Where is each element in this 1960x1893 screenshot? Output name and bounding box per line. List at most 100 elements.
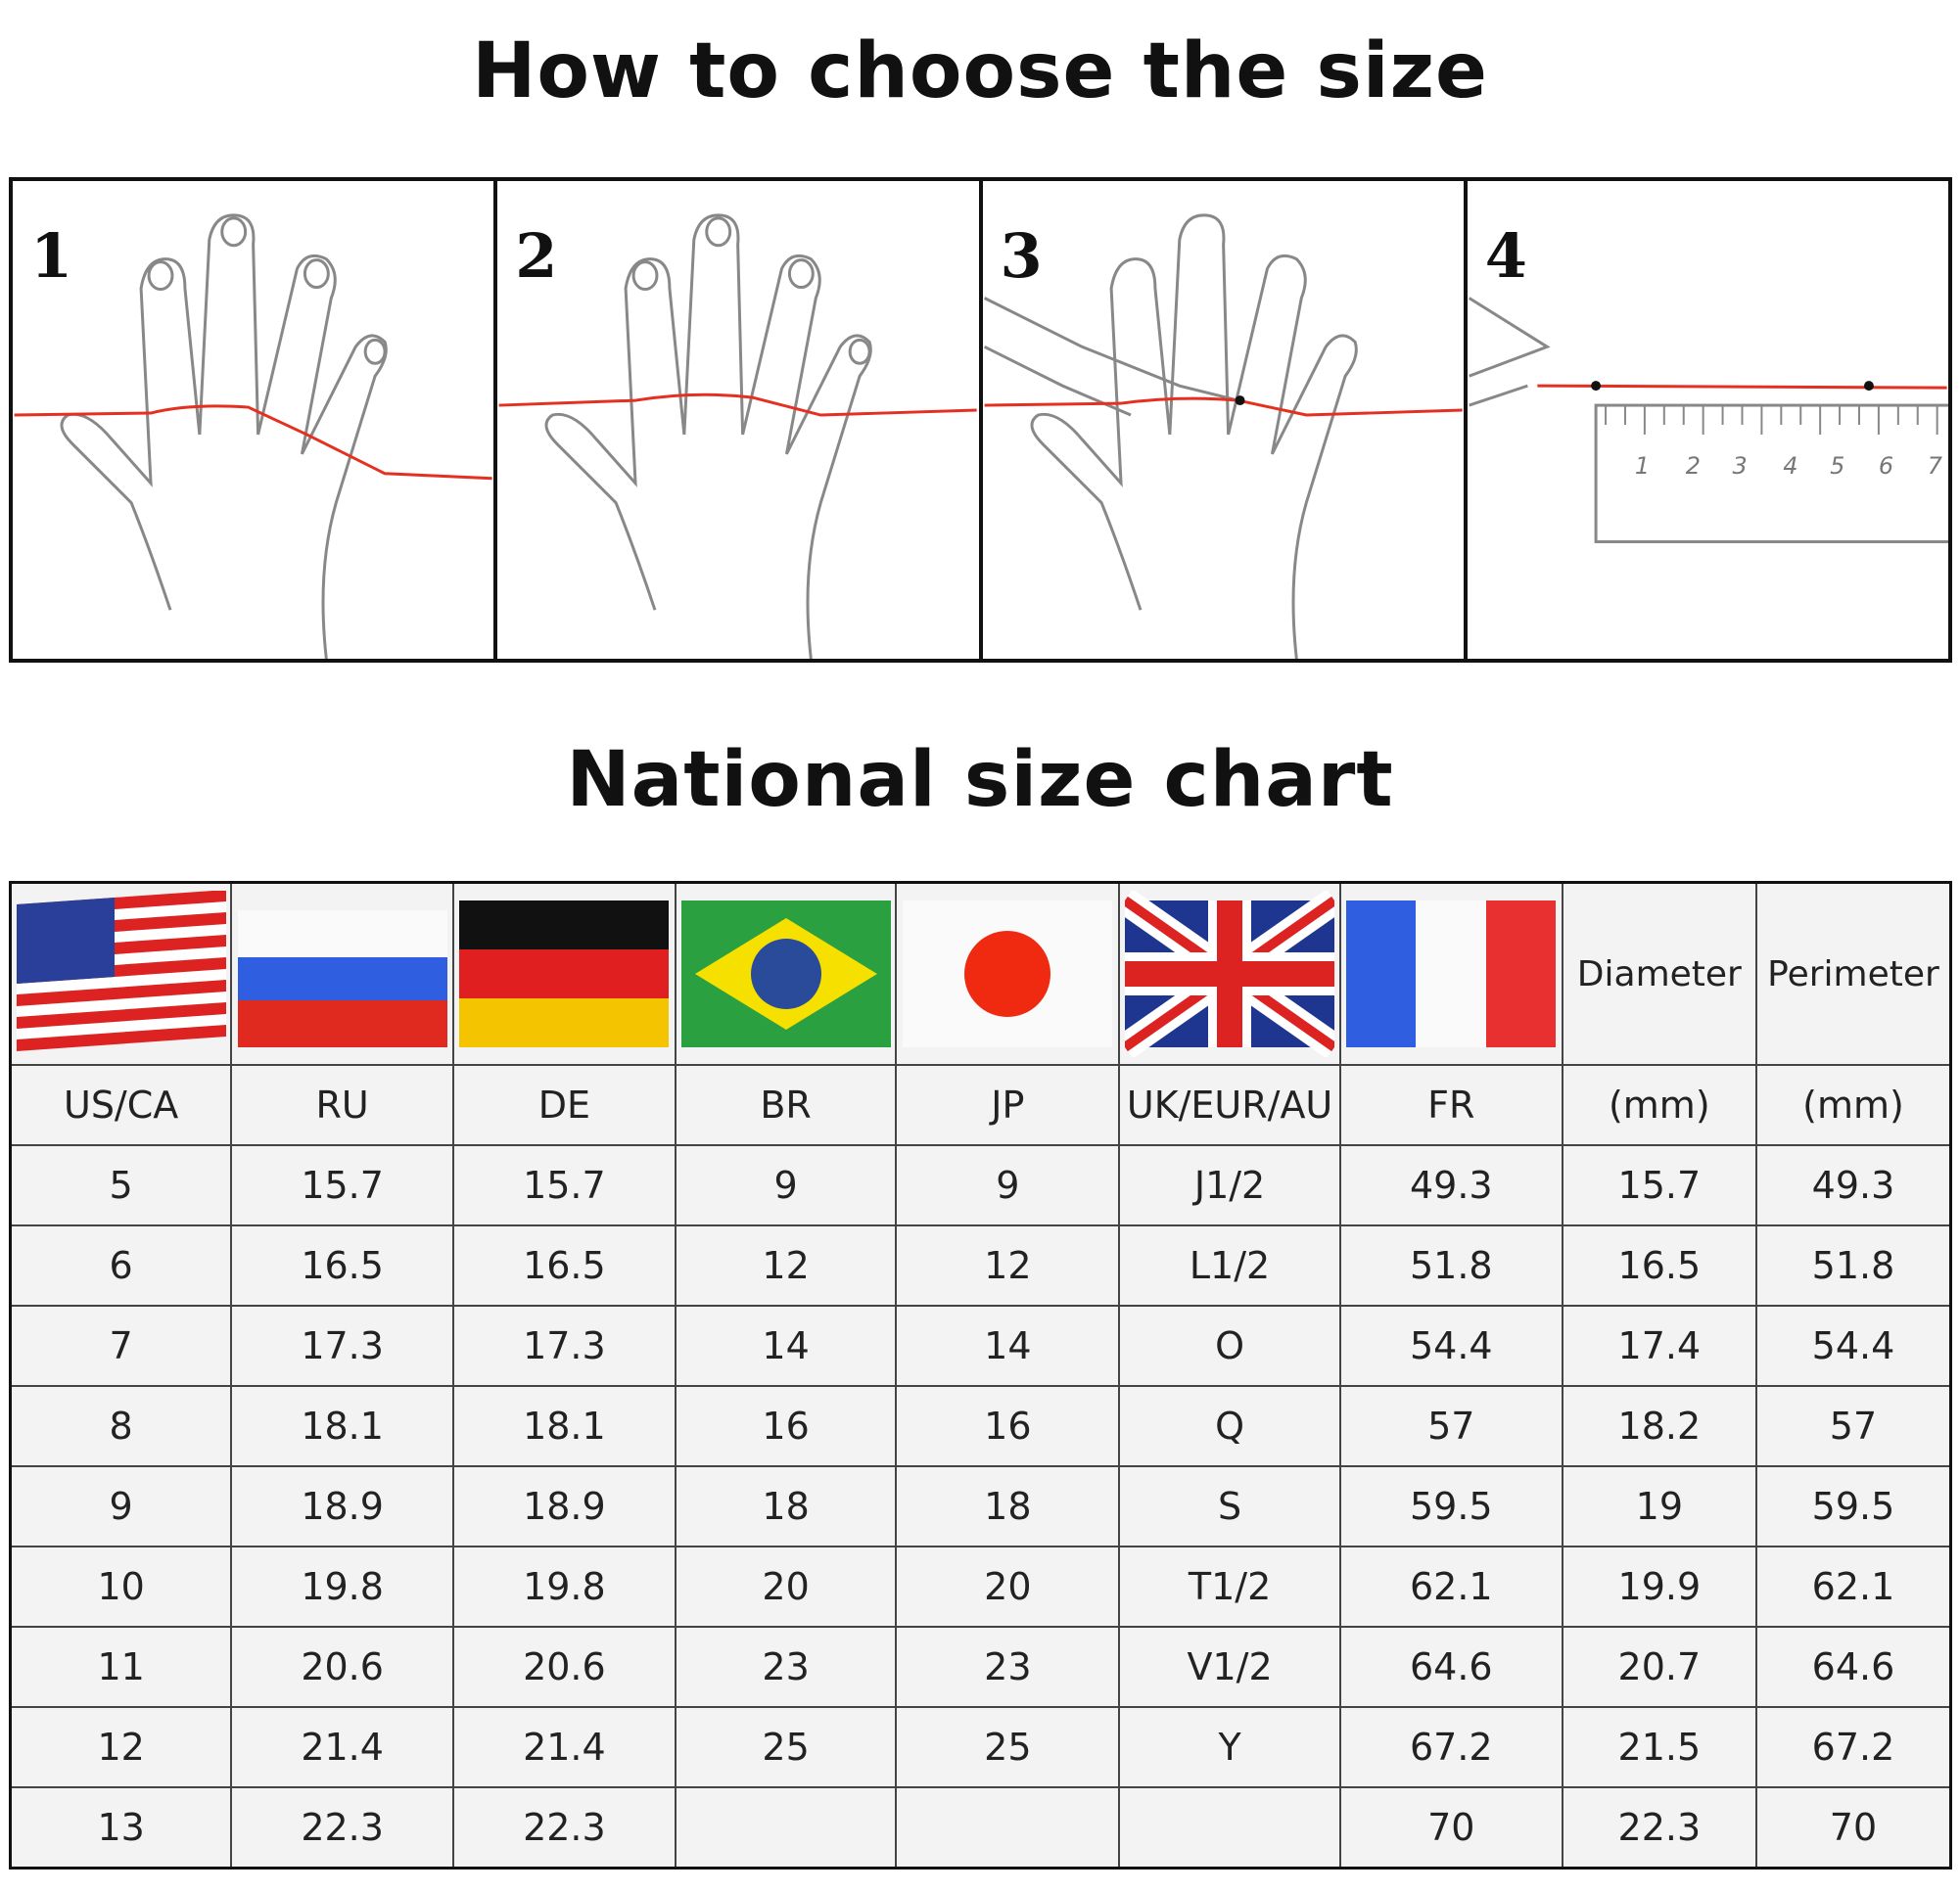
table-cell: O <box>1118 1305 1341 1387</box>
table-cell: 17.3 <box>452 1305 677 1387</box>
table-cell: 54.4 <box>1338 1305 1563 1387</box>
table-cell: 17.4 <box>1561 1305 1757 1387</box>
france-flag-icon <box>1346 900 1557 1047</box>
table-cell: 18.1 <box>452 1385 677 1467</box>
diameter-label: Diameter <box>1561 881 1757 1066</box>
table-cell: V1/2 <box>1118 1626 1341 1708</box>
step-number: 3 <box>1000 220 1043 292</box>
perimeter-label: Perimeter <box>1754 881 1952 1066</box>
table-cell: 25 <box>895 1706 1121 1788</box>
us-flag-icon <box>16 891 226 1051</box>
table-cell: 15.7 <box>452 1144 677 1226</box>
table-cell: 59.5 <box>1754 1465 1952 1547</box>
table-row: 5 15.7 15.7 9 9 J1/2 49.3 15.7 49.3 <box>9 1144 1952 1226</box>
table-cell: T1/2 <box>1118 1546 1341 1628</box>
table-cell: 19.8 <box>452 1546 677 1628</box>
table-cell: 5 <box>9 1144 233 1226</box>
thread-on-ruler-illustration: 1 2 3 4 5 6 7 <box>1468 297 1948 543</box>
table-cell: 16.5 <box>452 1224 677 1307</box>
table-cell: L1/2 <box>1118 1224 1341 1307</box>
table-row: 13 22.3 22.3 70 22.3 70 <box>9 1786 1952 1870</box>
table-cell: 9 <box>9 1465 233 1547</box>
table-cell: 11 <box>9 1626 233 1708</box>
guide-title: How to choose the size <box>472 27 1488 115</box>
table-cell: 18.9 <box>230 1465 454 1547</box>
ruler-mark: 1 <box>1635 452 1650 480</box>
table-cell: 20.6 <box>230 1626 454 1708</box>
hand-with-thread-illustration <box>14 213 492 659</box>
table-cell: 62.1 <box>1338 1546 1563 1628</box>
table-row: 11 20.6 20.6 23 23 V1/2 64.6 20.7 64.6 <box>9 1626 1952 1708</box>
table-row: 12 21.4 21.4 25 25 Y 67.2 21.5 67.2 <box>9 1706 1952 1788</box>
table-cell <box>674 1786 898 1870</box>
table-cell: 25 <box>674 1706 898 1788</box>
table-cell: 64.6 <box>1754 1626 1952 1708</box>
table-cell: 62.1 <box>1754 1546 1952 1628</box>
table-cell: 57 <box>1338 1385 1563 1467</box>
flag-row: Diameter Perimeter <box>9 881 1952 1066</box>
table-cell: 8 <box>9 1385 233 1467</box>
table-cell: 22.3 <box>452 1786 677 1870</box>
table-cell: 23 <box>674 1626 898 1708</box>
table-cell: 10 <box>9 1546 233 1628</box>
table-cell: 18.2 <box>1561 1385 1757 1467</box>
step-number: 1 <box>30 220 73 292</box>
table-cell: 12 <box>674 1224 898 1307</box>
table-cell: 49.3 <box>1338 1144 1563 1226</box>
measurement-steps: 1 2 3 1 2 3 4 5 6 7 4 <box>9 177 1952 663</box>
table-cell: 49.3 <box>1754 1144 1952 1226</box>
ruler-mark: 6 <box>1879 452 1893 480</box>
table-cell: J1/2 <box>1118 1144 1341 1226</box>
table-cell: 15.7 <box>1561 1144 1757 1226</box>
table-cell: 18 <box>895 1465 1121 1547</box>
table-row: 7 17.3 17.3 14 14 O 54.4 17.4 54.4 <box>9 1305 1952 1387</box>
ruler-mark: 5 <box>1830 452 1844 480</box>
table-cell: 19.8 <box>230 1546 454 1628</box>
hand-with-thread-illustration <box>498 213 977 659</box>
brazil-flag-icon <box>680 900 891 1047</box>
table-cell: 59.5 <box>1338 1465 1563 1547</box>
step-number: 4 <box>1484 220 1527 292</box>
step-number: 2 <box>515 220 558 292</box>
size-chart-table: Diameter Perimeter US/CA RU DE BR JP UK/EUR/A… <box>9 881 1952 1870</box>
table-cell: 22.3 <box>1561 1786 1757 1870</box>
table-cell: 16.5 <box>230 1224 454 1307</box>
table-cell: 23 <box>895 1626 1121 1708</box>
table-cell <box>1118 1786 1341 1870</box>
table-row: 10 19.8 19.8 20 20 T1/2 62.1 19.9 62.1 <box>9 1546 1952 1628</box>
column-header: (mm) <box>1754 1064 1952 1146</box>
table-cell: 70 <box>1754 1786 1952 1870</box>
column-header: US/CA <box>9 1064 233 1146</box>
table-cell: 17.3 <box>230 1305 454 1387</box>
table-cell: 20.7 <box>1561 1626 1757 1708</box>
step-1-panel: 1 <box>13 181 498 659</box>
table-cell: 67.2 <box>1338 1706 1563 1788</box>
column-header: FR <box>1338 1064 1563 1146</box>
table-cell: 57 <box>1754 1385 1952 1467</box>
hand-marking-thread-illustration <box>983 213 1463 659</box>
germany-flag-icon <box>459 900 670 1047</box>
table-cell: 14 <box>674 1305 898 1387</box>
table-row: 9 18.9 18.9 18 18 S 59.5 19 59.5 <box>9 1465 1952 1547</box>
table-cell: 20 <box>674 1546 898 1628</box>
column-header: RU <box>230 1064 454 1146</box>
table-cell: 67.2 <box>1754 1706 1952 1788</box>
table-cell: 22.3 <box>230 1786 454 1870</box>
table-cell: 9 <box>895 1144 1121 1226</box>
table-cell: Y <box>1118 1706 1341 1788</box>
column-header: BR <box>674 1064 898 1146</box>
column-header-row: US/CA RU DE BR JP UK/EUR/AU FR (mm) (mm) <box>9 1064 1952 1146</box>
table-row: 6 16.5 16.5 12 12 L1/2 51.8 16.5 51.8 <box>9 1224 1952 1307</box>
table-cell: 18 <box>674 1465 898 1547</box>
table-cell: 51.8 <box>1754 1224 1952 1307</box>
table-cell: 16 <box>895 1385 1121 1467</box>
table-cell: 21.5 <box>1561 1706 1757 1788</box>
table-cell: 16 <box>674 1385 898 1467</box>
step-3-panel: 3 <box>983 181 1468 659</box>
ruler-mark: 7 <box>1927 452 1941 480</box>
column-header: UK/EUR/AU <box>1118 1064 1341 1146</box>
table-cell <box>895 1786 1121 1870</box>
table-cell: 12 <box>9 1706 233 1788</box>
table-cell: 18.9 <box>452 1465 677 1547</box>
table-cell: 51.8 <box>1338 1224 1563 1307</box>
